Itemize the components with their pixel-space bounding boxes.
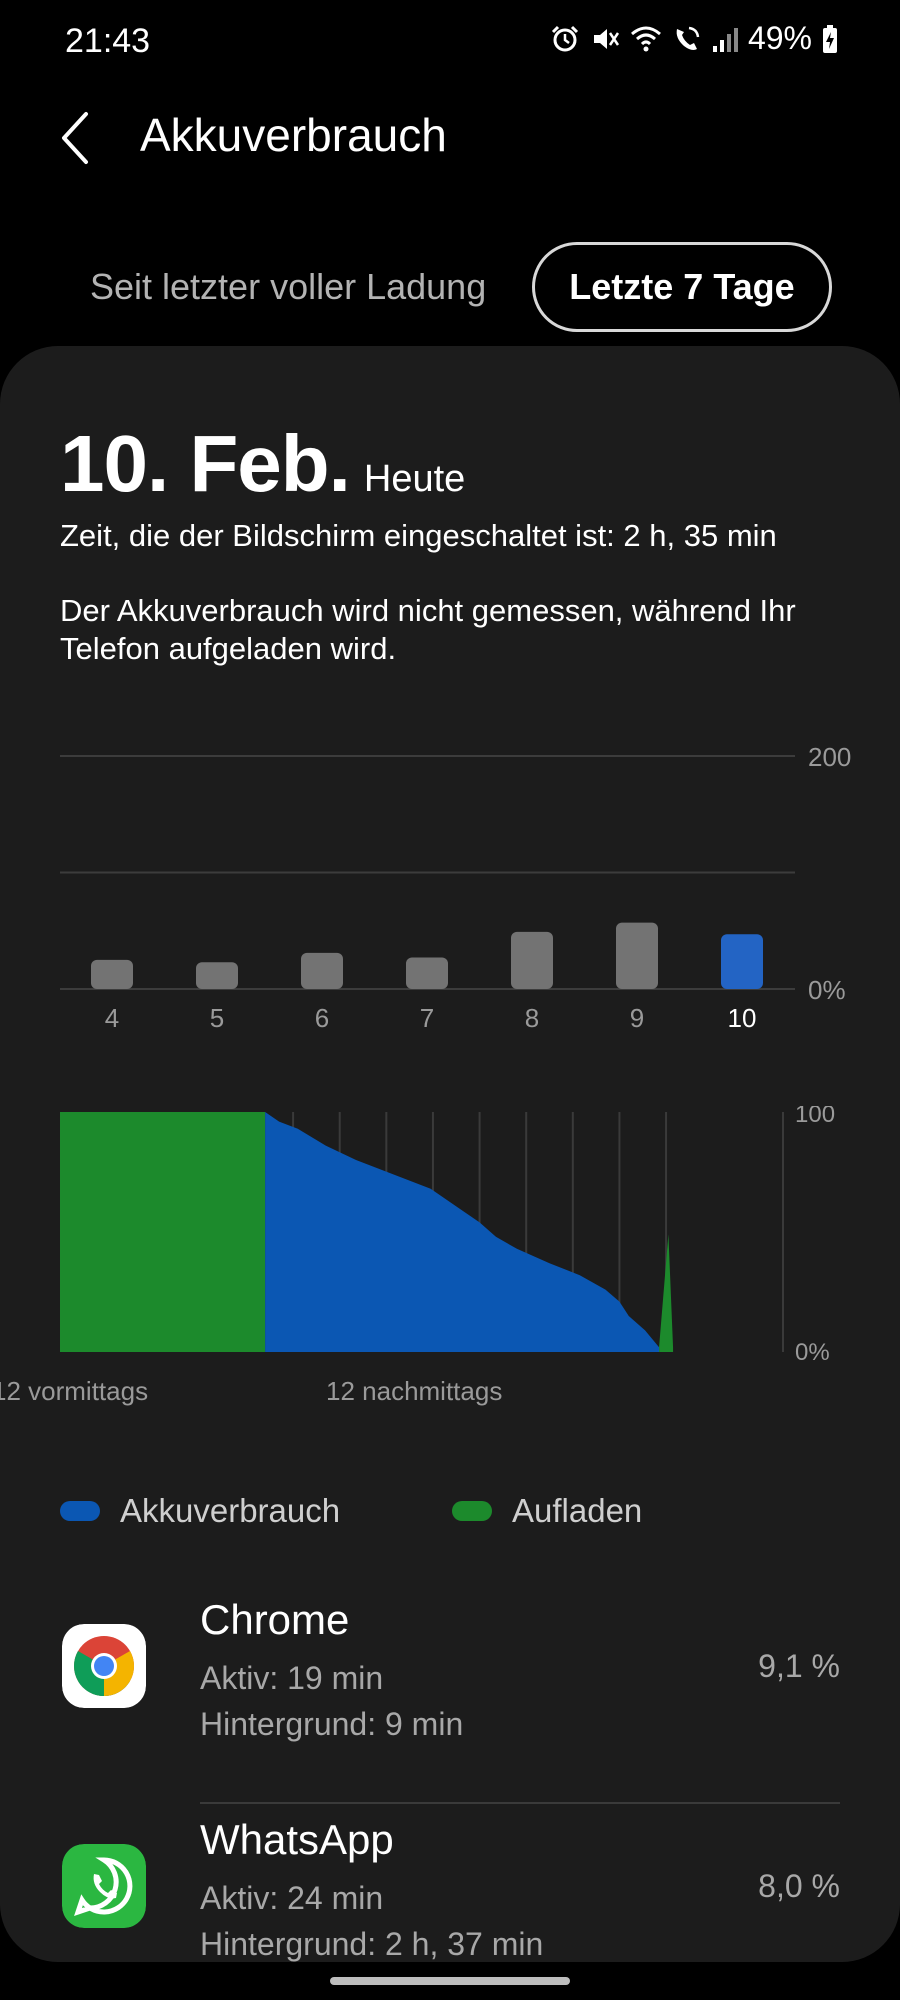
app-background-time: Hintergrund: 2 h, 37 min	[200, 1926, 544, 1962]
bar-day-8[interactable]	[511, 931, 553, 989]
app-active-time: Aktiv: 24 min	[200, 1880, 384, 1916]
date-row: 10. Feb. Heute	[60, 418, 465, 510]
tab-since-last-charge[interactable]: Seit letzter voller Ladung	[90, 266, 487, 307]
signal-icon	[712, 24, 738, 54]
bar-x-tick-label: 5	[210, 1003, 224, 1033]
charging-area-0	[60, 1112, 266, 1352]
bar-x-tick-label: 4	[105, 1003, 119, 1033]
bar-day-5[interactable]	[196, 962, 238, 989]
status-time: 21:43	[65, 22, 151, 60]
bar-x-tick-label: 9	[630, 1003, 644, 1033]
chart-legend: Akkuverbrauch Aufladen	[60, 1492, 860, 1542]
legend-swatch-usage	[60, 1501, 100, 1521]
app-usage-percent: 9,1 %	[758, 1648, 840, 1684]
bar-chart-y-tick: 0%	[808, 975, 846, 1005]
date-today-label: Heute	[363, 458, 466, 500]
bar-x-tick-label: 10	[728, 1003, 757, 1033]
charge-note: Der Akkuverbrauch wird nicht gemessen, w…	[60, 593, 796, 666]
mute-icon	[590, 24, 620, 54]
app-row-whatsapp[interactable]: WhatsApp Aktiv: 24 min Hintergrund: 2 h,…	[0, 1804, 900, 1962]
app-background-time: Hintergrund: 9 min	[200, 1706, 464, 1742]
bar-x-tick-label: 8	[525, 1003, 539, 1033]
screen-time-text: Zeit, die der Bildschirm eingeschaltet i…	[60, 518, 777, 553]
back-button[interactable]	[52, 108, 102, 168]
status-bar: 21:43 49%	[0, 0, 900, 90]
bar-chart-y-tick: 200	[808, 746, 851, 772]
home-indicator[interactable]	[330, 1977, 570, 1985]
app-name: Chrome	[200, 1596, 350, 1643]
wifi-icon	[630, 24, 662, 54]
area-chart-x-tick: 12 vormittags	[0, 1376, 148, 1406]
bar-x-tick-label: 7	[420, 1003, 434, 1033]
battery-percent: 49%	[747, 20, 812, 56]
bar-day-4[interactable]	[91, 959, 133, 989]
area-chart-y-tick: 0%	[795, 1339, 830, 1366]
legend-item-usage: Akkuverbrauch	[60, 1492, 340, 1530]
bar-day-7[interactable]	[406, 957, 448, 989]
battery-level-chart: 100 0% 12 vormittags 12 nachmittags	[0, 1106, 835, 1406]
app-usage-percent: 8,0 %	[758, 1868, 840, 1904]
app-row-chrome[interactable]: Chrome Aktiv: 19 min Hintergrund: 9 min …	[0, 1584, 900, 1804]
legend-label: Aufladen	[512, 1492, 643, 1529]
status-icons: 49%	[550, 20, 838, 57]
legend-swatch-charging	[452, 1501, 492, 1521]
page-title: Akkuverbrauch	[140, 109, 447, 161]
usage-card: 10. Feb. Heute Zeit, die der Bildschirm …	[0, 346, 900, 1962]
area-chart-x-tick: 12 nachmittags	[326, 1376, 502, 1406]
charging-area-1	[659, 1234, 674, 1352]
bar-day-9[interactable]	[616, 922, 658, 989]
legend-item-charging: Aufladen	[452, 1492, 642, 1530]
selected-date: 10. Feb.	[60, 419, 351, 508]
alarm-icon	[550, 24, 580, 54]
legend-label: Akkuverbrauch	[120, 1492, 341, 1529]
wifi-calling-icon	[672, 24, 702, 54]
area-chart-y-tick: 100	[795, 1106, 835, 1128]
divider	[200, 1802, 840, 1804]
tab-last-7-days[interactable]: Letzte 7 Tage	[532, 242, 832, 332]
range-tabs: Seit letzter voller Ladung Letzte 7 Tage	[70, 242, 840, 334]
battery-charging-icon	[822, 24, 838, 54]
usage-area	[265, 1112, 660, 1352]
app-active-time: Aktiv: 19 min	[200, 1660, 384, 1696]
bar-day-10[interactable]	[721, 934, 763, 989]
chevron-left-icon	[62, 112, 88, 164]
bar-day-6[interactable]	[301, 952, 343, 989]
bar-x-tick-label: 6	[315, 1003, 329, 1033]
daily-usage-bar-chart: 200 0% 4 5 6 7 8 9 10	[60, 746, 851, 1033]
app-usage-list: Chrome Aktiv: 19 min Hintergrund: 9 min …	[0, 1584, 900, 1962]
app-name: WhatsApp	[200, 1816, 394, 1863]
whatsapp-icon	[62, 1844, 146, 1928]
chrome-icon	[62, 1624, 146, 1708]
